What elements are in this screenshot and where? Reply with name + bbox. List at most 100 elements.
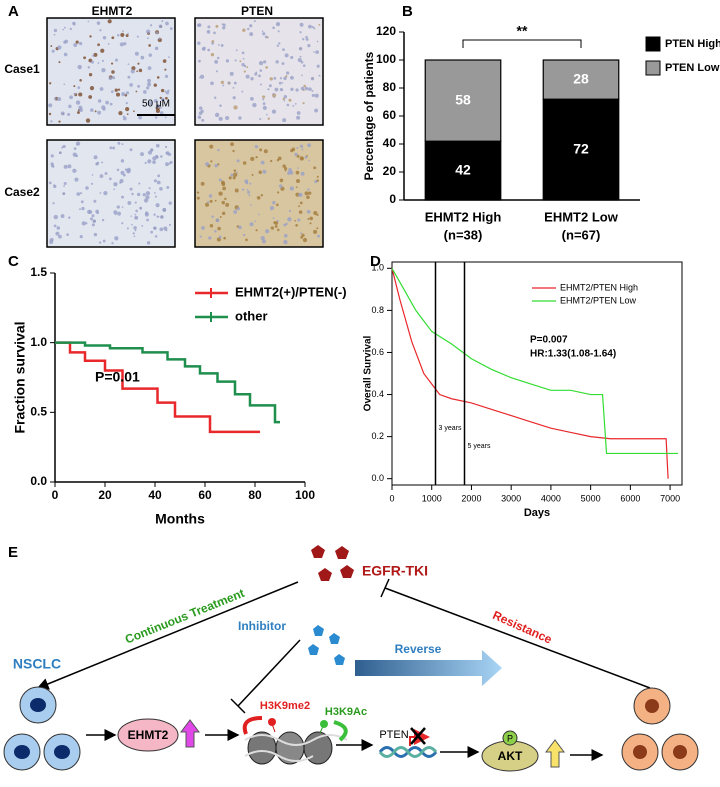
cell-dot — [295, 192, 300, 197]
cell-dot — [78, 41, 83, 46]
cell-dot — [258, 170, 262, 174]
cell-dot — [299, 201, 303, 205]
cell-dot — [48, 112, 52, 116]
cell-dot — [148, 187, 151, 190]
sensitive-cells-part — [14, 745, 30, 759]
nucleosomes — [242, 716, 348, 765]
x-tick-label: 4000 — [541, 493, 561, 503]
cell-dot — [147, 78, 151, 83]
cell-dot — [301, 148, 304, 151]
cell-dot — [77, 86, 81, 90]
cell-dot — [299, 55, 302, 58]
cell-dot — [155, 155, 159, 159]
cell-dot — [155, 203, 160, 208]
cell-dot — [225, 59, 230, 63]
cell-dot — [218, 44, 220, 46]
cell-dot — [254, 72, 258, 76]
cell-dot — [129, 187, 133, 191]
phospho-label: P — [507, 733, 513, 743]
cell-dot — [164, 68, 167, 71]
mark-label: H3K9Ac — [325, 706, 367, 718]
cell-dot — [101, 68, 106, 73]
cell-dot — [116, 34, 120, 37]
treatment-arrow — [36, 581, 299, 690]
cell-dot — [137, 84, 141, 88]
resistant-cells-part — [673, 745, 687, 759]
cell-dot — [164, 116, 167, 119]
cell-dot — [165, 96, 168, 100]
nucleosomes-part — [320, 720, 328, 728]
cell-dot — [53, 28, 58, 33]
cell-dot — [283, 233, 288, 238]
cell-dot — [279, 178, 284, 183]
cell-dot — [311, 93, 315, 97]
p-value: P=0.01 — [95, 369, 140, 385]
cell-dot — [111, 241, 114, 245]
cell-dot — [236, 171, 238, 174]
cell-dot — [162, 207, 167, 212]
cell-dot — [60, 111, 65, 116]
cell-dot — [242, 233, 246, 237]
sensitive-cells-part — [54, 745, 70, 759]
cell-dot — [199, 106, 203, 110]
cell-dot — [121, 195, 124, 199]
cell-dot — [160, 155, 163, 158]
cell-dot — [305, 35, 308, 39]
cell-dot — [289, 186, 294, 191]
cell-dot — [223, 236, 226, 240]
cell-dot — [101, 218, 105, 222]
y-tick-label: 80 — [383, 80, 397, 94]
cell-dot — [100, 48, 105, 53]
cell-dot — [241, 51, 245, 55]
cell-dot — [199, 235, 202, 238]
cell-dot — [54, 97, 57, 100]
cell-dot — [115, 92, 121, 97]
nucleosomes-part — [242, 716, 263, 735]
cell-dot — [76, 192, 81, 196]
cell-dot — [136, 192, 141, 197]
cell-dot — [250, 204, 252, 206]
cell-dot — [149, 24, 153, 27]
cell-dot — [309, 216, 314, 221]
cell-dot — [213, 31, 216, 35]
cell-dot — [57, 45, 62, 50]
cell-dot — [95, 209, 99, 214]
column-label: PTEN — [241, 4, 273, 18]
cell-dot — [91, 174, 94, 176]
cell-dot — [202, 46, 206, 50]
cell-dot — [248, 194, 251, 197]
cell-dot — [232, 86, 235, 89]
cell-dot — [302, 102, 305, 105]
nucleosomes-part — [333, 720, 348, 742]
cell-dot — [138, 115, 142, 120]
cell-dot — [306, 195, 310, 200]
cell-dot — [50, 162, 54, 166]
panel-label: A — [8, 3, 19, 20]
cell-dot — [288, 168, 292, 172]
panel-label: B — [402, 3, 413, 20]
cell-dot — [316, 227, 319, 230]
x-tick-label: 100 — [295, 488, 315, 502]
cell-dot — [145, 191, 151, 196]
cell-dot — [247, 27, 250, 31]
cell-dot — [243, 64, 247, 68]
cell-dot — [56, 226, 61, 230]
cell-dot — [134, 201, 137, 204]
cell-dot — [210, 160, 213, 163]
cell-dot — [225, 115, 230, 121]
cell-dot — [53, 224, 57, 228]
x-tick-label: 3000 — [501, 493, 521, 503]
cell-dot — [316, 175, 319, 178]
cell-dot — [130, 215, 133, 217]
cell-dot — [259, 69, 263, 72]
bar-segment — [424, 59, 502, 142]
cell-dot — [249, 32, 254, 37]
cell-dot — [232, 96, 236, 100]
inhibitor-line-part — [230, 698, 246, 714]
cell-dot — [119, 42, 124, 47]
cell-dot — [153, 179, 157, 183]
cell-dot — [284, 169, 287, 172]
cell-dot — [142, 193, 146, 197]
cell-dot — [135, 90, 138, 93]
cell-dot — [152, 160, 156, 164]
